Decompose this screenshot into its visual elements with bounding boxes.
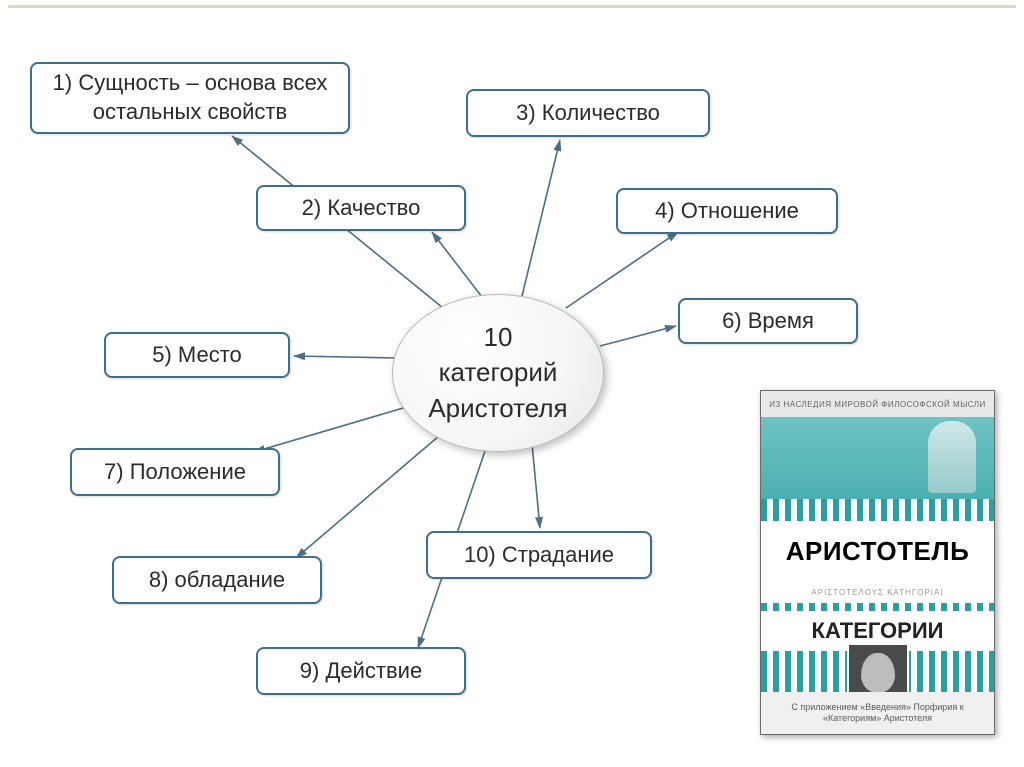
edge-7 — [296, 430, 446, 558]
node-label: 3) Количество — [516, 99, 660, 128]
book-subtitle: ΑΡΙΣΤΟΤΕΛΟΥΣ ΚΑΤΗΓΟΡΙΑΙ — [761, 581, 994, 603]
category-node-n7: 7) Положение — [70, 448, 280, 496]
book-bottom-text: С приложением «Введения» Порфирия к «Кат… — [761, 692, 994, 734]
category-node-n9: 9) Действие — [256, 647, 466, 695]
category-node-n6: 6) Время — [678, 298, 858, 344]
category-node-n4: 4) Отношение — [616, 188, 838, 234]
category-node-n1: 1) Сущность – основа всех остальных свой… — [30, 62, 350, 134]
category-node-n8: 8) обладание — [112, 556, 322, 604]
edge-5 — [294, 356, 396, 358]
category-node-n5: 5) Место — [104, 332, 290, 378]
node-label: 2) Качество — [302, 194, 421, 223]
edge-6 — [254, 406, 410, 452]
category-node-n10: 10) Страдание — [426, 531, 652, 579]
node-label: 4) Отношение — [655, 197, 799, 226]
book-greek-border-1 — [761, 499, 994, 521]
book-cover: ИЗ НАСЛЕДИЯ МИРОВОЙ ФИЛОСОФСКОЙ МЫСЛИ АР… — [760, 390, 995, 735]
node-label: 7) Положение — [104, 458, 246, 487]
top-rule — [8, 5, 1016, 8]
edge-4 — [600, 326, 676, 346]
category-node-n2: 2) Качество — [256, 185, 466, 231]
book-statue — [928, 421, 976, 493]
category-node-n3: 3) Количество — [466, 89, 710, 137]
book-greek-border-2 — [761, 603, 994, 611]
node-label: 1) Сущность – основа всех остальных свой… — [40, 69, 340, 126]
book-topline: ИЗ НАСЛЕДИЯ МИРОВОЙ ФИЛОСОФСКОЙ МЫСЛИ — [761, 391, 994, 417]
edge-1 — [432, 232, 482, 297]
edge-9 — [532, 444, 540, 528]
book-title: АРИСТОТЕЛЬ — [761, 521, 994, 581]
node-label: 9) Действие — [300, 657, 422, 686]
node-label: 5) Место — [152, 341, 242, 370]
center-node: 10 категорий Аристотеля — [392, 294, 604, 452]
node-label: 8) обладание — [149, 566, 285, 595]
center-label: 10 категорий Аристотеля — [428, 320, 567, 425]
node-label: 10) Страдание — [464, 541, 614, 570]
edge-3 — [566, 232, 678, 308]
edge-2 — [522, 140, 560, 296]
node-label: 6) Время — [722, 307, 814, 336]
